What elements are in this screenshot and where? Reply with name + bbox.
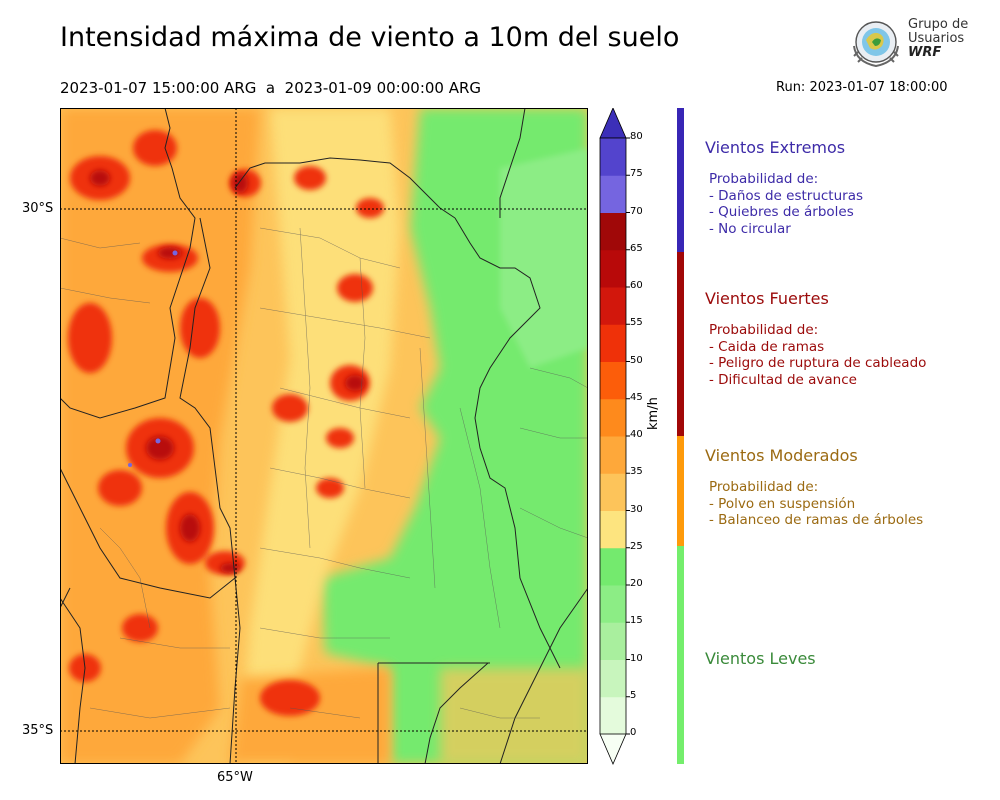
- legend-bar-moderados: [677, 436, 684, 546]
- colorbar-segment: [600, 585, 626, 623]
- extreme-wind-cells: [128, 250, 178, 467]
- colorbar-segment: [600, 361, 626, 400]
- peak-wind-cells: [90, 170, 365, 573]
- colorbar-tick-label: 20: [630, 578, 643, 589]
- department-borders: [60, 227, 588, 719]
- colorbar-min-arrow: [599, 733, 627, 766]
- colorbar-segment: [600, 473, 626, 511]
- wind-map: [60, 108, 588, 764]
- colorbar-tick-label: 70: [630, 205, 643, 217]
- colorbar-tick-label: 55: [630, 317, 643, 329]
- colorbar-tick-label: 45: [630, 391, 643, 403]
- category-moderados: Vientos Moderados Probabilidad de: - Pol…: [705, 446, 923, 529]
- colorbar-tick-label: 75: [630, 168, 643, 180]
- colorbar-tick-label: 35: [630, 466, 643, 478]
- lon-label-65w: 65°W: [217, 770, 253, 785]
- colorbar-tick-label: 80: [630, 131, 643, 142]
- colorbar-tick-label: 0: [630, 727, 637, 738]
- category-description: Probabilidad de: - Polvo en suspensión -…: [709, 479, 924, 528]
- category-title: Vientos Extremos: [705, 138, 846, 157]
- colorbar-segment: [600, 659, 626, 698]
- colorbar-tick-label: 65: [630, 242, 643, 254]
- lat-label-30s: 30°S: [22, 201, 54, 216]
- legend-bar-fuertes: [677, 252, 684, 436]
- lat-label-35s: 35°S: [22, 723, 54, 738]
- colorbar-tick-label: 40: [630, 429, 643, 440]
- legend-bar-leves: [677, 546, 684, 764]
- colorbar-segment: [600, 436, 626, 474]
- wrf-logo: Grupo de Usuarios WRF: [848, 16, 973, 72]
- colorbar-tick-label: 15: [630, 615, 643, 627]
- colorbar-tick-label: 5: [630, 689, 637, 701]
- logo-text: Grupo de Usuarios WRF: [908, 17, 969, 60]
- colorbar-tick-label: 10: [630, 652, 643, 664]
- graticule: [60, 108, 588, 764]
- run-timestamp: Run: 2023-01-07 18:00:00: [776, 80, 948, 95]
- map-frame: [60, 108, 588, 764]
- globe-icon: [853, 21, 899, 68]
- category-description: Probabilidad de: - Daños de estructuras …: [709, 171, 864, 237]
- moderate-band: [240, 108, 400, 764]
- category-description: Probabilidad de: - Caida de ramas - Peli…: [709, 322, 927, 388]
- category-leves: Vientos Leves: [705, 649, 816, 668]
- colorbar-tick-label: 60: [630, 280, 643, 291]
- colorbar-segment: [600, 287, 626, 325]
- category-title: Vientos Leves: [705, 649, 816, 668]
- colorbar: [599, 108, 630, 766]
- colorbar-tick-label: 25: [630, 540, 643, 552]
- legend-bar-extremos: [677, 108, 684, 252]
- colorbar-segment: [600, 249, 626, 288]
- strong-region-south: [230, 668, 390, 764]
- colorbar-segment: [600, 138, 626, 176]
- colorbar-segment: [600, 510, 626, 549]
- category-extremos: Vientos Extremos Probabilidad de: - Daño…: [705, 138, 863, 237]
- colorbar-tick-label: 50: [630, 354, 643, 366]
- page-title: Intensidad máxima de viento a 10m del su…: [60, 22, 680, 53]
- colorbar-segment: [600, 398, 626, 437]
- colorbar-tick-label: 30: [630, 503, 643, 515]
- time-range: 2023-01-07 15:00:00 ARG a 2023-01-09 00:…: [60, 79, 482, 97]
- moderate-patch-se: [440, 668, 588, 764]
- colorbar-segment: [600, 547, 626, 586]
- colorbar-segment: [600, 175, 626, 213]
- category-fuertes: Vientos Fuertes Probabilidad de: - Caida…: [705, 289, 926, 388]
- colorbar-max-arrow: [599, 108, 627, 139]
- category-title: Vientos Fuertes: [705, 289, 829, 308]
- colorbar-segment: [600, 696, 626, 735]
- province-borders: [60, 108, 588, 764]
- light-wind-patch: [500, 148, 588, 368]
- colorbar-segment: [600, 622, 626, 660]
- colorbar-segment: [600, 324, 626, 362]
- colorbar-segment: [600, 212, 626, 251]
- colorbar-unit: km/h: [646, 397, 661, 430]
- category-title: Vientos Moderados: [705, 446, 858, 465]
